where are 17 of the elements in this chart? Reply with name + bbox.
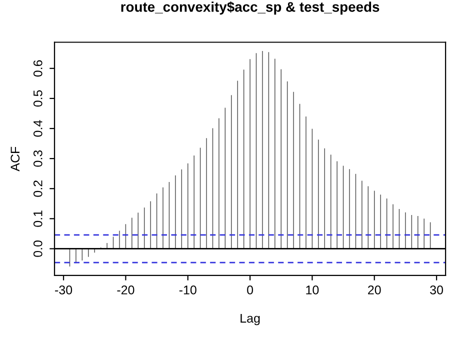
x-tick-label: 0 [247, 286, 254, 294]
y-tick-label: 0.1 [33, 210, 42, 227]
chart-title: route_convexity$acc_sp & test_speeds [121, 1, 380, 15]
y-tick-label: 0.6 [33, 60, 42, 77]
x-tick-label: 20 [368, 286, 381, 294]
y-tick-label: 0.2 [33, 180, 42, 197]
y-tick-label: 0.0 [33, 240, 42, 257]
x-tick-label: 10 [306, 286, 319, 294]
x-tick-label: -20 [117, 286, 134, 294]
x-axis-title: Lag [240, 314, 260, 326]
y-tick-label: 0.5 [33, 90, 42, 107]
y-tick-label: 0.4 [33, 120, 42, 137]
y-axis-title: ACF [10, 146, 20, 172]
y-tick-label: 0.3 [33, 150, 42, 167]
x-tick-label: -30 [55, 286, 72, 294]
x-tick-label: 30 [430, 286, 444, 294]
x-tick-label: -10 [179, 286, 196, 294]
